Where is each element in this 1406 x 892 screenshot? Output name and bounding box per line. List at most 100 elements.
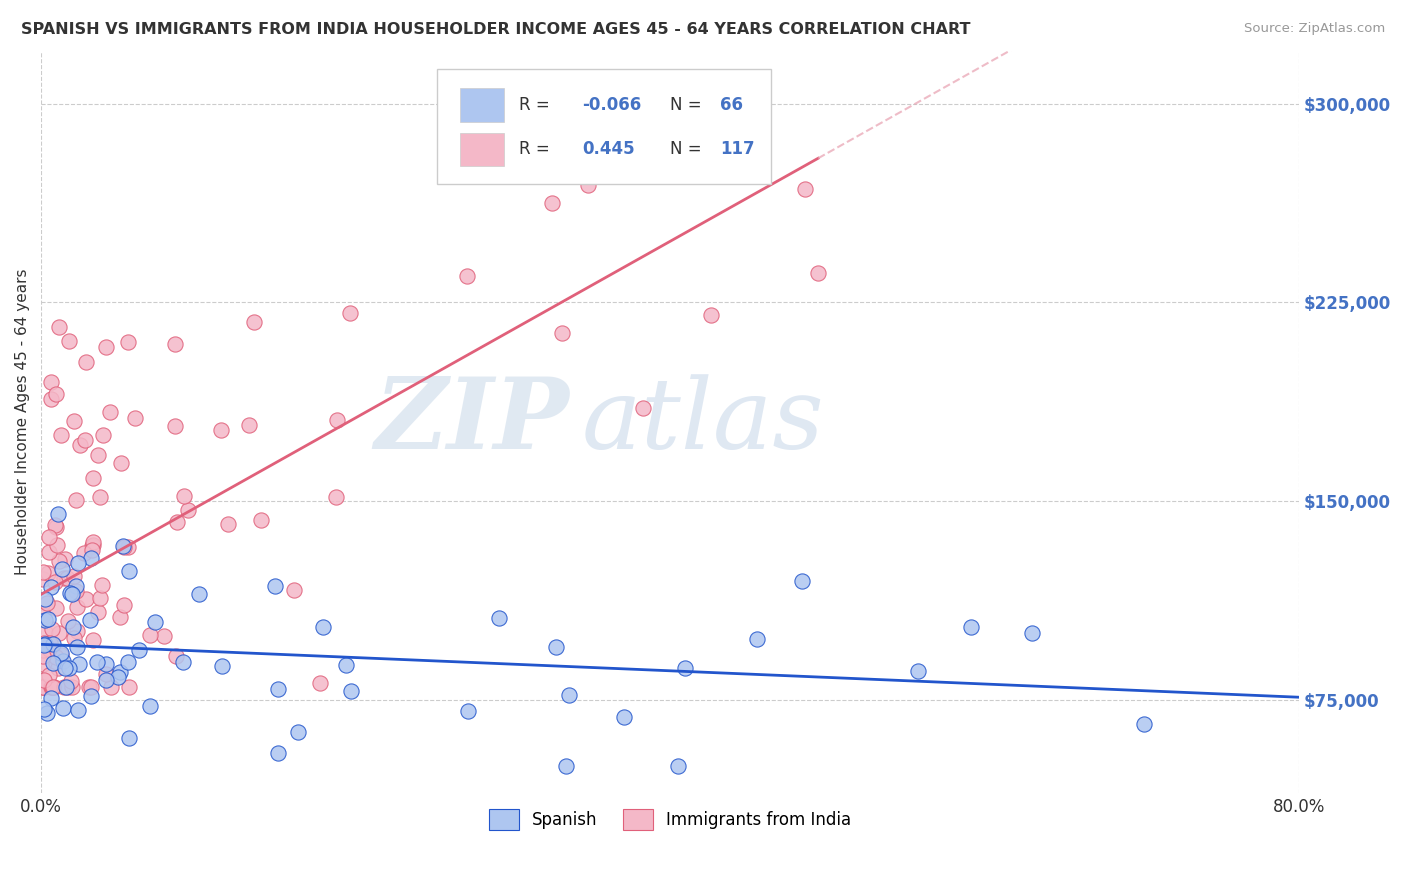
Point: [238, 417, 260, 432]
Point: [37, 612, 59, 626]
Text: 66: 66: [720, 95, 744, 114]
Point: [666, 759, 689, 773]
Point: [31, 648, 53, 663]
Point: [747, 632, 769, 647]
Text: R =: R =: [519, 140, 550, 159]
Point: [211, 658, 233, 673]
Point: [73, 433, 96, 447]
Point: [631, 401, 654, 416]
Text: Source: ZipAtlas.com: Source: ZipAtlas.com: [1244, 22, 1385, 36]
Point: [65, 579, 87, 593]
Point: [94, 340, 117, 354]
Bar: [460, 133, 503, 166]
Point: [188, 587, 211, 601]
Point: [58, 586, 80, 600]
Point: [118, 731, 141, 746]
Point: [72, 546, 94, 560]
Point: [34, 639, 56, 653]
Point: [89, 491, 111, 505]
Point: [48, 319, 70, 334]
Point: [38, 530, 60, 544]
Point: [65, 583, 87, 598]
Text: N =: N =: [671, 95, 702, 114]
Point: [75, 355, 97, 369]
Point: [48, 508, 70, 522]
Point: [576, 178, 599, 192]
Point: [673, 661, 696, 675]
Point: [173, 489, 195, 503]
Point: [139, 698, 162, 713]
Point: [35, 706, 58, 720]
Point: [41, 680, 63, 694]
Point: [62, 620, 84, 634]
Point: [86, 655, 108, 669]
Point: [42, 656, 65, 670]
Point: [165, 418, 187, 433]
Point: [558, 688, 581, 702]
Point: [32, 565, 55, 579]
Point: [58, 661, 80, 675]
Point: [39, 581, 62, 595]
Point: [53, 571, 76, 585]
Point: [42, 680, 65, 694]
Point: [34, 592, 56, 607]
Point: [39, 392, 62, 406]
Point: [312, 620, 335, 634]
Point: [39, 680, 62, 694]
Point: [58, 334, 80, 348]
Point: [163, 336, 186, 351]
Point: [124, 410, 146, 425]
Point: [546, 640, 568, 655]
Point: [45, 600, 67, 615]
Point: [32, 643, 55, 657]
Point: [38, 668, 60, 682]
Point: [41, 680, 63, 694]
Point: [34, 680, 56, 694]
Point: [65, 493, 87, 508]
Point: [117, 540, 139, 554]
Point: [1133, 717, 1156, 731]
Point: [117, 564, 139, 578]
Point: [32, 673, 55, 687]
Point: [69, 438, 91, 452]
Point: [34, 625, 56, 640]
Point: [325, 490, 347, 504]
Legend: Spanish, Immigrants from India: Spanish, Immigrants from India: [482, 803, 858, 837]
Point: [66, 703, 89, 717]
Point: [53, 551, 76, 566]
Point: [41, 690, 63, 705]
Point: [340, 684, 363, 698]
Point: [165, 649, 187, 664]
Point: [87, 448, 110, 462]
Point: [60, 680, 83, 694]
Point: [39, 376, 62, 390]
Point: [551, 326, 574, 340]
Point: [907, 665, 929, 679]
Point: [960, 620, 983, 634]
Point: [31, 572, 53, 586]
Point: [98, 405, 121, 419]
Point: [82, 534, 104, 549]
Point: [42, 642, 65, 657]
Point: [38, 642, 60, 657]
Point: [60, 587, 83, 601]
Point: [48, 554, 70, 568]
Point: [128, 643, 150, 657]
Point: [153, 629, 176, 643]
Text: 117: 117: [720, 140, 755, 159]
Point: [90, 578, 112, 592]
Point: [56, 615, 79, 629]
Point: [117, 655, 139, 669]
Point: [456, 269, 478, 284]
Y-axis label: Householder Income Ages 45 - 64 years: Householder Income Ages 45 - 64 years: [15, 268, 30, 575]
Point: [34, 613, 56, 627]
Point: [53, 661, 76, 675]
Point: [110, 456, 132, 470]
Text: -0.066: -0.066: [582, 95, 641, 114]
Point: [56, 680, 79, 694]
Point: [554, 759, 576, 773]
Point: [52, 680, 75, 694]
Point: [1021, 625, 1043, 640]
Point: [267, 746, 290, 760]
Point: [55, 680, 77, 694]
